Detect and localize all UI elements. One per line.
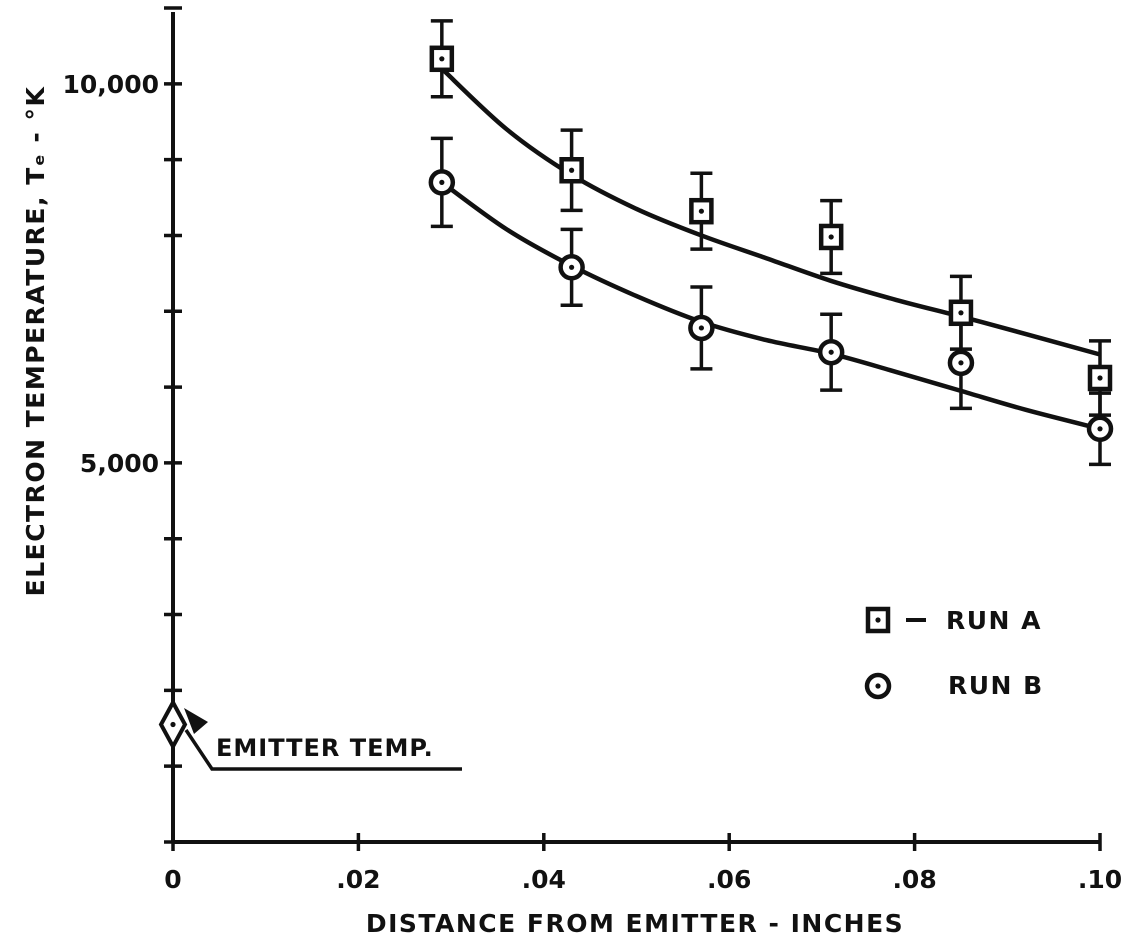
data-point-run-a: [559, 157, 584, 184]
x-tick-label: .02: [336, 865, 380, 894]
x-tick-label: .04: [522, 865, 566, 894]
fit-curve-run-a: [440, 67, 1101, 357]
axes: 5,000 10,000 0 .02 .04 .06 .08 .10: [63, 6, 1122, 894]
emitter-temp-annotation: EMITTER TEMP.: [158, 698, 462, 771]
data-point-run-b: [947, 349, 975, 377]
data-markers: [428, 45, 1114, 443]
y-tick-label: 5,000: [80, 449, 159, 478]
data-point-run-a: [948, 299, 974, 327]
fit-curves: [440, 67, 1101, 431]
emitter-temp-diamond: [158, 698, 188, 751]
x-tick-label: .10: [1078, 865, 1122, 894]
emitter-temp-marker: [158, 698, 188, 751]
y-axis-title: ELECTRON TEMPERATURE, Tₑ - °K: [21, 85, 50, 596]
data-point-run-b: [558, 254, 585, 281]
x-tick-label: 0: [164, 865, 181, 894]
legend-label-run-a: RUN A: [946, 606, 1042, 635]
x-tick-label: .08: [892, 865, 936, 894]
data-point-run-a: [689, 197, 714, 225]
x-axis-title: DISTANCE FROM EMITTER - INCHES: [366, 909, 904, 938]
data-point-run-b: [688, 314, 715, 342]
data-point-run-a: [429, 45, 455, 73]
data-point-run-b: [1086, 415, 1114, 443]
data-point-run-b: [428, 169, 456, 196]
legend-label-run-b: RUN B: [948, 671, 1044, 700]
legend: RUN A RUN B: [864, 606, 1044, 700]
legend-square-marker: [865, 606, 891, 634]
data-point-run-a: [818, 223, 844, 251]
legend-swatch-run-b: [864, 672, 892, 700]
data-point-run-a: [1087, 364, 1113, 392]
emitter-temp-leader-line: [184, 729, 462, 771]
y-tick-label: 10,000: [63, 70, 159, 99]
legend-swatch-run-a: [865, 606, 926, 634]
x-tick-label: .06: [707, 865, 751, 894]
emitter-temp-label: EMITTER TEMP.: [216, 734, 434, 762]
emitter-temp-arrowhead: [184, 708, 208, 734]
legend-circle-marker: [864, 672, 892, 700]
fit-curve-run-b: [440, 180, 1101, 431]
data-point-run-b: [817, 338, 845, 366]
